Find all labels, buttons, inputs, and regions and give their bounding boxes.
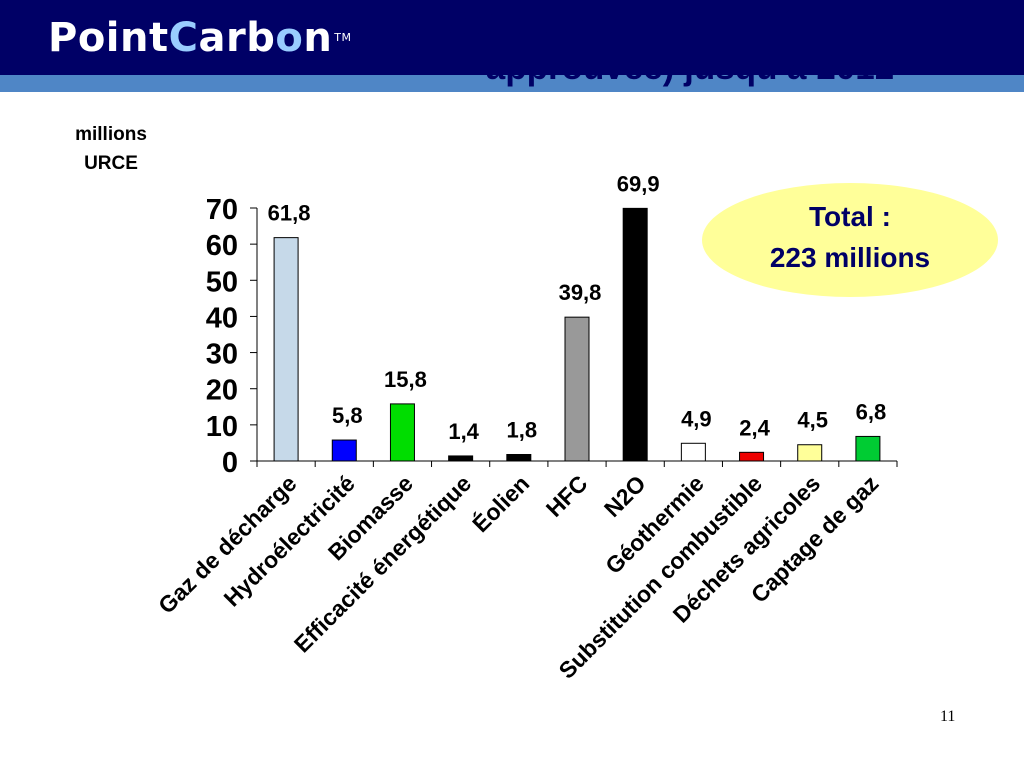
logo-text-arb: arb bbox=[198, 15, 276, 61]
data-label: 39,8 bbox=[559, 280, 602, 305]
bar bbox=[448, 455, 474, 462]
logo-text-point: Point bbox=[48, 15, 169, 61]
slide-title-line2: approuvée) jusqu‘à 2012 bbox=[485, 48, 895, 87]
data-label: 1,4 bbox=[448, 419, 479, 444]
data-label: 6,8 bbox=[856, 399, 887, 424]
header-stripe bbox=[0, 75, 1024, 92]
y-tick-label: 70 bbox=[206, 194, 238, 226]
bar bbox=[506, 453, 532, 462]
y-tick-label: 60 bbox=[206, 230, 238, 262]
y-tick-label: 20 bbox=[206, 375, 238, 407]
data-label: 2,4 bbox=[739, 415, 770, 440]
bar bbox=[797, 444, 823, 462]
bar bbox=[389, 403, 415, 462]
data-label: 69,9 bbox=[617, 171, 660, 196]
data-label: 1,8 bbox=[507, 417, 538, 442]
logo-text-o: o bbox=[275, 15, 304, 61]
x-category-label: HFC bbox=[541, 470, 593, 522]
total-callout-ellipse bbox=[702, 183, 998, 297]
total-callout-line1: Total : bbox=[809, 201, 891, 232]
total-callout: Total : 223 millions bbox=[702, 183, 998, 297]
y-tick-label: 30 bbox=[206, 339, 238, 371]
data-label: 61,8 bbox=[268, 201, 311, 226]
header-bar bbox=[0, 0, 1024, 75]
page-number: 11 bbox=[940, 708, 956, 725]
x-category-label: N2O bbox=[599, 470, 651, 522]
bar bbox=[622, 207, 648, 462]
y-tick-label: 40 bbox=[206, 302, 238, 334]
data-label: 5,8 bbox=[332, 403, 363, 428]
y-axis-label-line2: URCE bbox=[84, 153, 138, 174]
x-category-label: Éolien bbox=[466, 469, 534, 537]
bar bbox=[680, 442, 706, 462]
data-label: 4,9 bbox=[681, 406, 712, 431]
logo-text-n: n bbox=[303, 15, 333, 61]
data-label: 15,8 bbox=[384, 367, 427, 392]
bar bbox=[855, 435, 881, 462]
bar bbox=[331, 439, 357, 462]
bar bbox=[273, 237, 299, 462]
total-callout-line2: 223 millions bbox=[770, 242, 930, 273]
logo-text-c: C bbox=[168, 15, 199, 61]
y-tick-label: 10 bbox=[206, 411, 238, 443]
y-axis-label-line1: millions bbox=[75, 124, 147, 145]
y-tick-label: 0 bbox=[222, 447, 238, 479]
bar bbox=[739, 451, 765, 462]
slide-title-line1: URCE (projets avec méthodologie bbox=[408, 4, 972, 43]
logo-trademark: TM bbox=[334, 31, 352, 44]
y-tick-label: 50 bbox=[206, 266, 238, 298]
data-label: 4,5 bbox=[797, 408, 828, 433]
point-carbon-logo: PointCarbon TM bbox=[48, 14, 352, 62]
bar bbox=[564, 316, 590, 462]
slide-title: URCE (projets avec méthodologie approuvé… bbox=[340, 2, 1024, 90]
chart-bars bbox=[273, 207, 881, 462]
